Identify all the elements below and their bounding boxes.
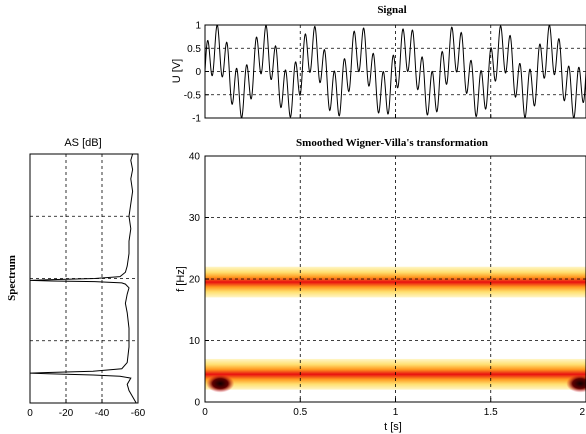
signal-title: Signal [377, 4, 406, 16]
wigner-x-tick-label: 1 [393, 407, 399, 418]
signal-y-tick-label: -0.5 [184, 90, 202, 101]
spectrum-x-axis: 0 -20 -40 -60 [27, 399, 146, 419]
wigner-panel: Smoothed Wigner-Villa's transformation 4… [175, 137, 586, 433]
wigner-x-tick-label: 2 [579, 407, 585, 418]
wigner-x-label: t [s] [384, 421, 402, 433]
spectrum-y-label: Spectrum [6, 255, 18, 301]
spectrum-x-tick-label: 0 [27, 408, 33, 419]
wigner-grid [205, 156, 586, 402]
signal-x-axis [204, 114, 586, 118]
signal-y-label: U [V] [171, 59, 183, 83]
wigner-y-label: f [Hz] [175, 266, 187, 292]
signal-y-tick-label: 0.5 [187, 44, 201, 55]
wigner-title: Smoothed Wigner-Villa's transformation [296, 137, 488, 149]
wigner-hot-spot [566, 374, 586, 393]
wigner-hot-spot [206, 374, 235, 393]
signal-series-line [204, 24, 586, 119]
wigner-x-tick-label: 0 [202, 407, 208, 418]
spectrum-frame [29, 153, 139, 404]
wigner-y-tick-label: 10 [189, 336, 201, 347]
spectrum-x-tick-label: -60 [131, 408, 146, 419]
spectrum-x-tick-label: -40 [95, 408, 110, 419]
wigner-y-tick-label: 40 [189, 152, 201, 163]
wigner-y-tick-label: 30 [189, 213, 201, 224]
signal-y-tick-label: 1 [195, 21, 201, 32]
wigner-x-tick-label: 0.5 [293, 407, 307, 418]
wigner-y-axis: 40 30 20 10 0 [189, 152, 209, 409]
wigner-y-tick-label: 20 [189, 275, 201, 286]
signal-y-tick-label: 0 [195, 67, 201, 78]
wigner-x-tick-label: 1.5 [484, 407, 498, 418]
spectrum-panel: AS [dB] 0 -20 -40 -60 Spectrum [6, 137, 146, 419]
wigner-x-axis: 0 0.5 1 1.5 2 [202, 398, 586, 418]
signal-panel: Signal 1 0.5 0 -0.5 -1 U [V] [171, 4, 586, 125]
spectrum-title: AS [dB] [64, 137, 101, 149]
signal-y-tick-label: -1 [192, 114, 201, 125]
signal-y-axis: 1 0.5 0 -0.5 -1 [184, 21, 209, 125]
spectrum-x-tick-label: -20 [59, 408, 74, 419]
wigner-y-tick-label: 0 [194, 398, 200, 409]
spectrum-series-line [29, 153, 137, 404]
